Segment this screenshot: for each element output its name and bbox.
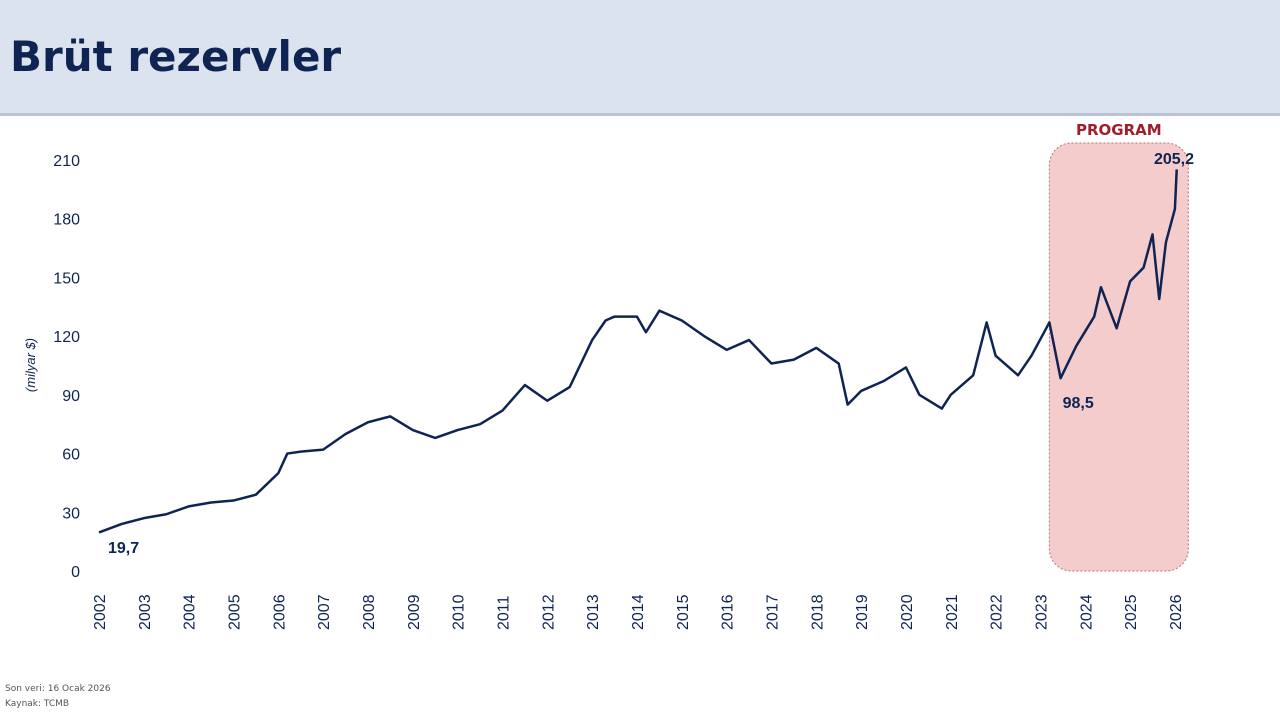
series-line <box>98 169 1178 534</box>
x-tick-label: 2014 <box>630 594 647 630</box>
y-tick-label: 90 <box>62 388 80 405</box>
y-tick-label: 150 <box>53 270 80 287</box>
x-tick-label: 2025 <box>1123 594 1140 630</box>
x-tick-label: 2016 <box>720 594 737 630</box>
x-tick-label: 2006 <box>271 594 288 630</box>
page-title: Brüt rezervler <box>10 32 342 81</box>
x-tick-label: 2015 <box>675 594 692 630</box>
x-tick-label: 2003 <box>137 594 154 630</box>
x-tick-label: 2012 <box>540 594 557 630</box>
x-tick-label: 2011 <box>495 595 512 630</box>
start-value-label: 19,7 <box>108 540 139 557</box>
x-tick-label: 2023 <box>1033 594 1050 630</box>
x-tick-label: 2010 <box>451 594 468 630</box>
last-data-note: Son veri: 16 Ocak 2026 <box>5 684 111 694</box>
x-tick-label: 2013 <box>585 594 602 630</box>
min-value-label: 98,5 <box>1063 395 1094 412</box>
y-tick-label: 120 <box>53 329 80 346</box>
x-tick-label: 2019 <box>854 594 871 630</box>
x-tick-label: 2007 <box>316 594 333 630</box>
x-tick-label: 2009 <box>406 594 423 630</box>
x-tick-label: 2004 <box>182 594 199 630</box>
x-tick-label: 2021 <box>944 594 961 630</box>
header-bar: Brüt rezervler <box>0 0 1280 116</box>
x-tick-label: 2005 <box>226 594 243 630</box>
x-tick-label: 2024 <box>1078 594 1095 630</box>
y-tick-label: 30 <box>62 505 80 522</box>
y-tick-label: 0 <box>71 564 80 581</box>
x-tick-label: 2017 <box>764 594 781 630</box>
y-tick-label: 210 <box>53 153 80 170</box>
x-tick-label: 2020 <box>899 594 916 630</box>
y-tick-label: 180 <box>53 212 80 229</box>
x-tick-label: 2022 <box>989 594 1006 630</box>
y-tick-label: 60 <box>62 447 80 464</box>
x-tick-label: 2026 <box>1168 594 1185 630</box>
y-axis-label: (milyar $) <box>23 338 38 392</box>
x-tick-label: 2008 <box>361 594 378 630</box>
last-value-label: 205,2 <box>1154 151 1194 168</box>
source-note: Kaynak: TCMB <box>5 699 70 709</box>
program-label: PROGRAM <box>1076 121 1162 139</box>
x-tick-label: 2018 <box>809 594 826 630</box>
x-tick-label: 2002 <box>92 594 109 630</box>
